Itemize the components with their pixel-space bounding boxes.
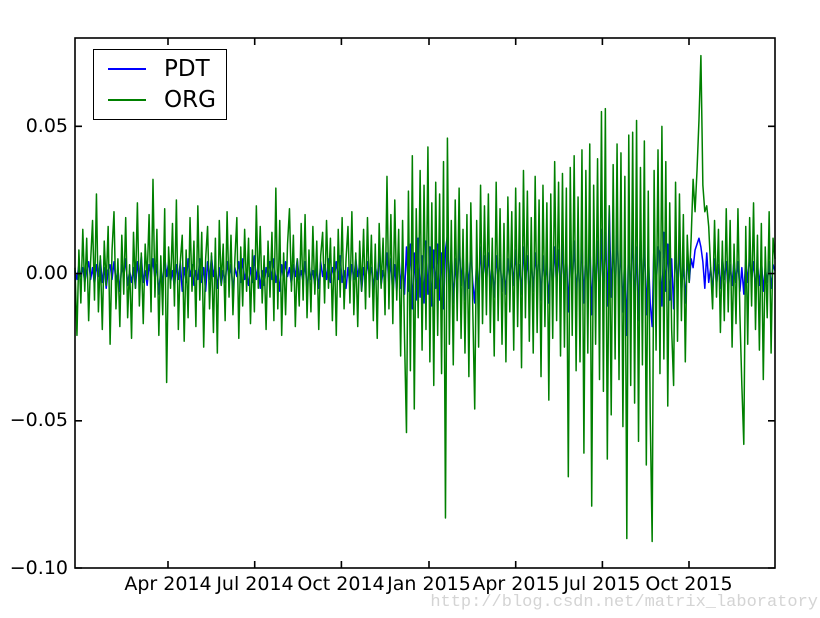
x-tick-label: Jul 2015: [563, 573, 641, 595]
watermark-text: http://blog.csdn.net/matrix_laboratory: [430, 593, 818, 612]
org-line-sample: [108, 98, 146, 102]
legend-label-pdt: PDT: [164, 56, 210, 82]
x-tick-label: Oct 2014: [297, 573, 385, 595]
y-tick-label: 0.00: [25, 262, 68, 284]
pdt-line-sample: [108, 67, 146, 71]
axis-tick-marks: [75, 38, 775, 569]
y-tick-label: 0.05: [25, 115, 68, 137]
x-tick-label: Jan 2015: [387, 573, 471, 595]
x-tick-label: Jul 2014: [216, 573, 294, 595]
x-tick-label: Apr 2014: [124, 573, 212, 595]
plot-border: [74, 37, 776, 569]
y-tick-label: −0.05: [9, 409, 68, 431]
data-series: [74, 54, 776, 543]
legend-entry-pdt: PDT: [108, 57, 226, 81]
org-series-line: [74, 54, 776, 543]
x-tick-label: Apr 2015: [472, 573, 560, 595]
legend: PDT ORG: [93, 49, 227, 120]
y-tick-label: −0.10: [9, 557, 68, 579]
legend-label-org: ORG: [164, 87, 216, 113]
x-tick-label: Oct 2015: [645, 573, 733, 595]
legend-entry-org: ORG: [108, 88, 226, 112]
